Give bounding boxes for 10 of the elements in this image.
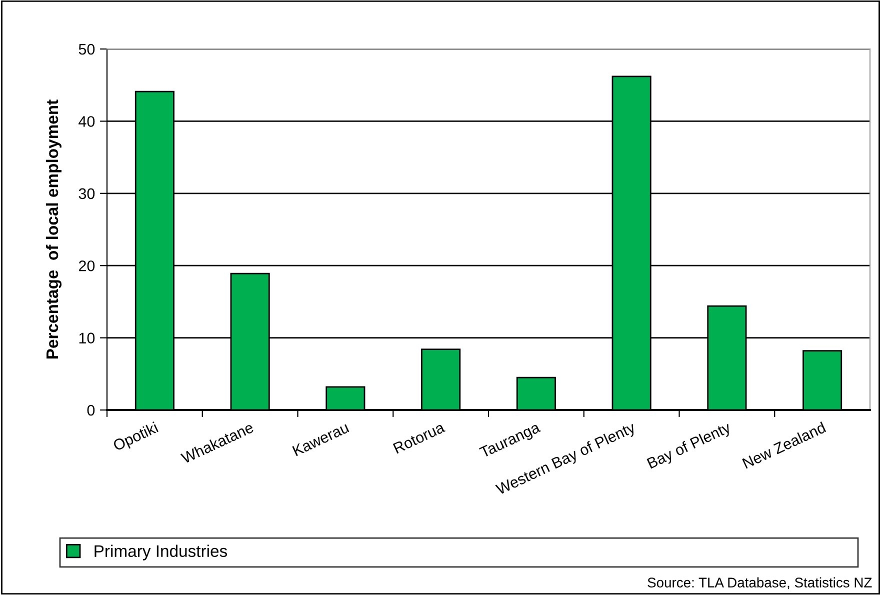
y-tick-label: 50: [78, 44, 95, 55]
x-tick-label: Bay of Plenty: [646, 421, 733, 472]
source-note: Source: TLA Database, Statistics NZ: [648, 577, 872, 590]
y-axis-title: Percentage of local employment: [46, 100, 62, 359]
y-tick-label: 0: [87, 404, 95, 416]
y-tick-label: 30: [78, 188, 95, 200]
y-tick-label: 20: [78, 260, 95, 272]
y-tick-label: 10: [79, 332, 95, 344]
legend-label: Primary Industries: [94, 544, 228, 560]
y-tick-label: 40: [78, 116, 95, 127]
